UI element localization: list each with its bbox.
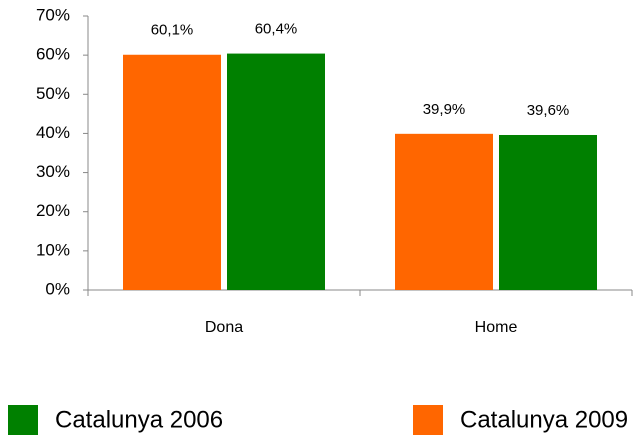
y-tick-label: 30% [36,162,70,181]
value-label: 60,1% [151,22,194,39]
legend-label: Catalunya 2006 [55,406,223,433]
legend-swatch [8,405,38,435]
bar [395,133,493,290]
y-tick-label: 10% [36,240,70,259]
bar [227,53,325,290]
y-tick-label: 70% [36,5,70,24]
y-tick-label: 50% [36,84,70,103]
value-label: 39,6% [527,102,570,119]
value-label: 39,9% [423,101,466,118]
x-tick-label: Home [475,319,518,336]
x-tick-label: Dona [205,319,243,336]
y-tick-label: 0% [45,279,70,298]
y-tick-label: 40% [36,123,70,142]
bar [499,134,597,290]
y-tick-label: 20% [36,201,70,220]
bar [123,54,221,290]
y-tick-label: 60% [36,45,70,64]
value-label: 60,4% [255,21,298,38]
legend-swatch [413,405,443,435]
legend-label: Catalunya 2009 [460,406,628,433]
